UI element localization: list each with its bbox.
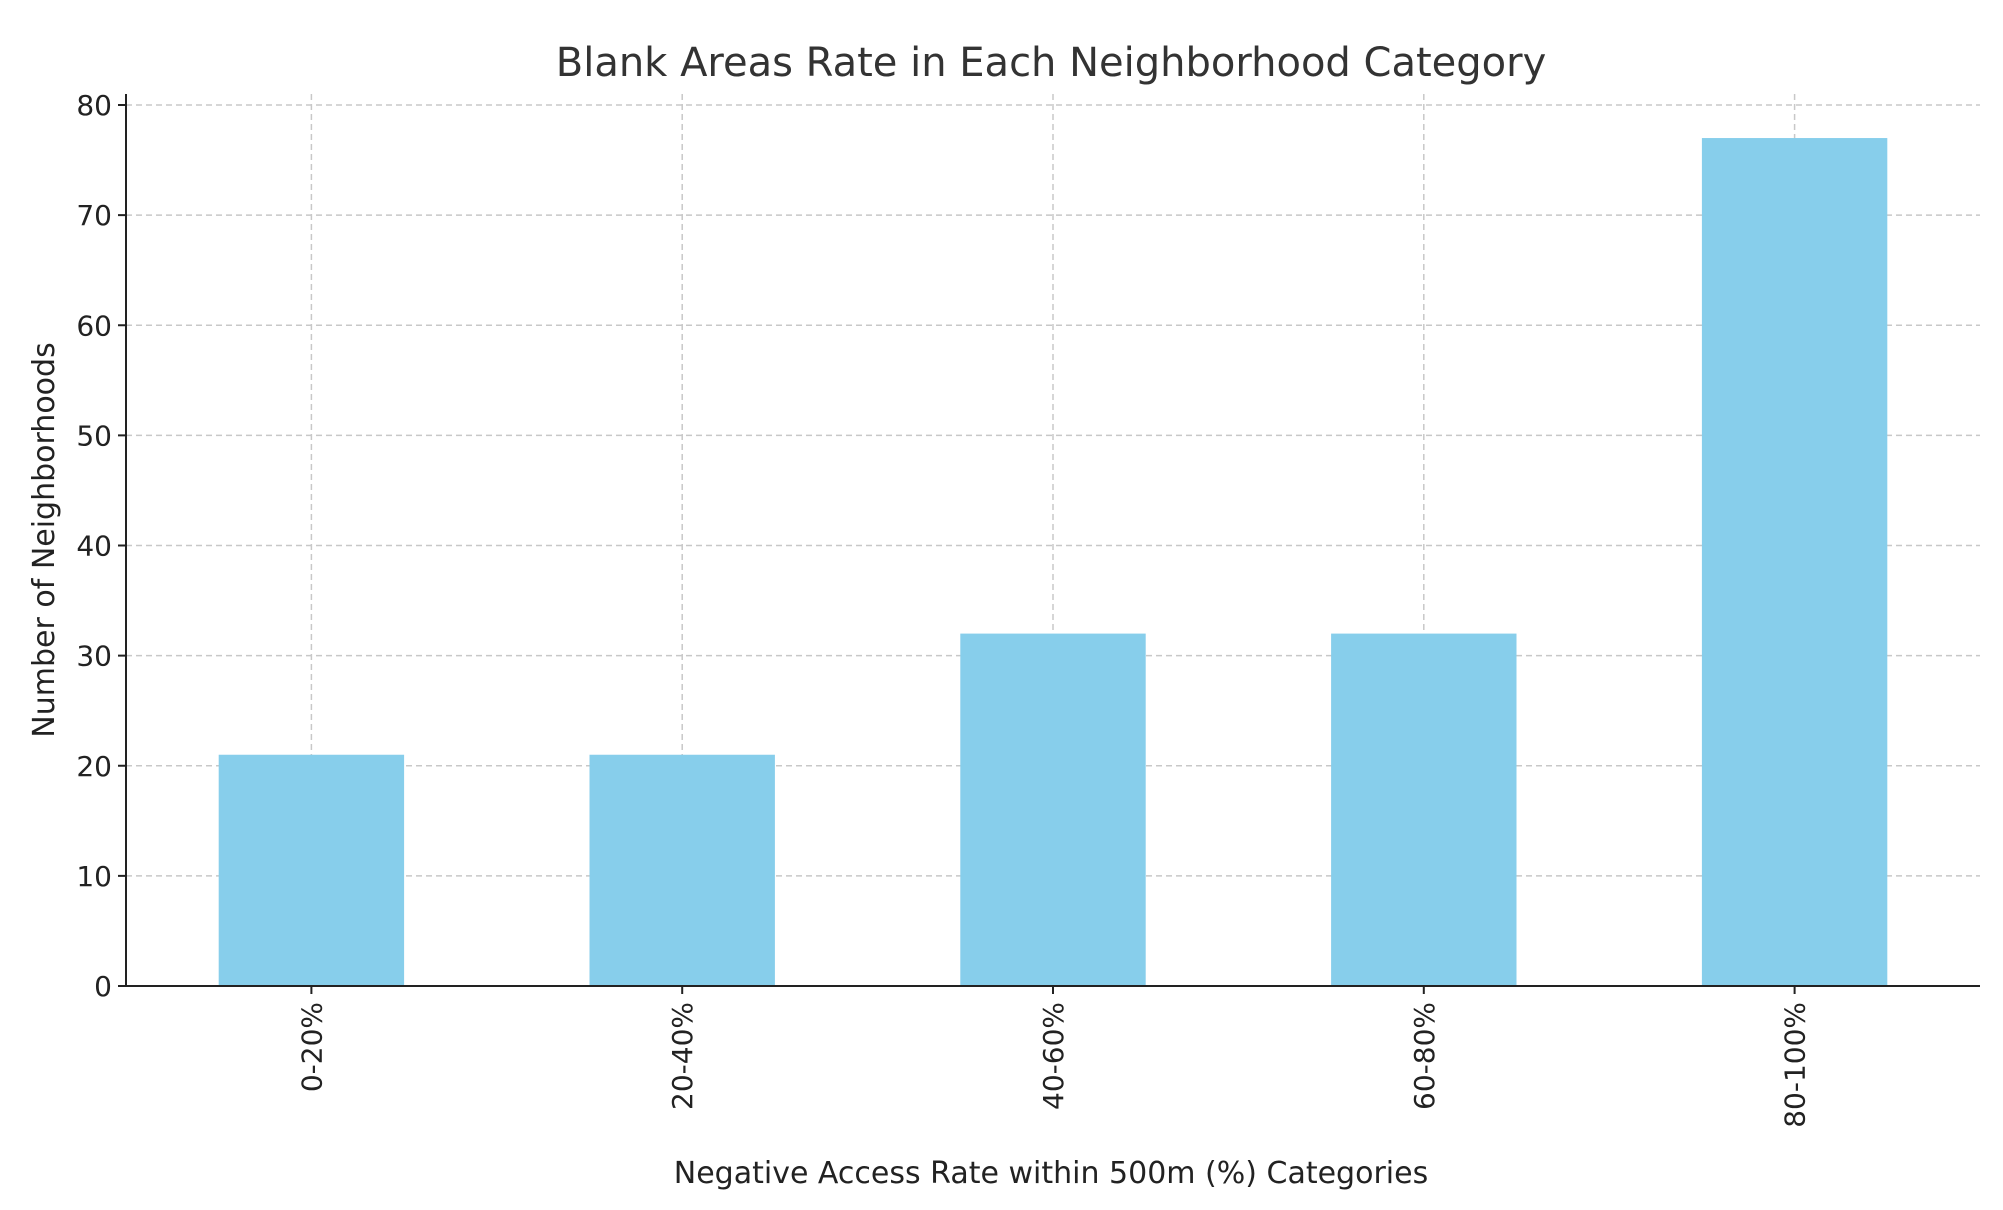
- x-axis-label: Negative Access Rate within 500m (%) Cat…: [674, 1156, 1428, 1191]
- y-tick-label: 70: [76, 199, 112, 232]
- bars: [218, 138, 1888, 987]
- y-tick-label: 30: [76, 640, 112, 673]
- y-tick-label: 0: [94, 970, 112, 1003]
- x-ticks: 0-20% 20-40% 40-60% 60-80% 80-100%: [295, 986, 1812, 1128]
- y-tick-label: 40: [76, 530, 112, 563]
- x-tick-label: 60-80%: [1408, 1002, 1441, 1110]
- y-tick-label: 20: [76, 750, 112, 783]
- chart-title: Blank Areas Rate in Each Neighborhood Ca…: [556, 40, 1546, 86]
- x-tick-label: 40-60%: [1037, 1002, 1070, 1110]
- y-tick-label: 80: [76, 89, 112, 122]
- x-tick-label: 20-40%: [666, 1002, 699, 1110]
- y-tick-label: 60: [76, 309, 112, 342]
- bar-0-20%: [218, 754, 405, 986]
- y-tick-label: 10: [76, 860, 112, 893]
- x-tick-label: 0-20%: [295, 1002, 328, 1092]
- y-axis-label: Number of Neighborhoods: [27, 342, 62, 737]
- y-tick-label: 50: [76, 419, 112, 452]
- bar-80-100%: [1701, 138, 1888, 987]
- y-ticks: 0 10 20 30 40 50 60 70 80: [76, 89, 126, 1003]
- bar-20-40%: [589, 754, 775, 986]
- bar-60-80%: [1331, 633, 1517, 986]
- x-tick-label: 80-100%: [1779, 1002, 1812, 1128]
- bar-40-60%: [960, 633, 1146, 986]
